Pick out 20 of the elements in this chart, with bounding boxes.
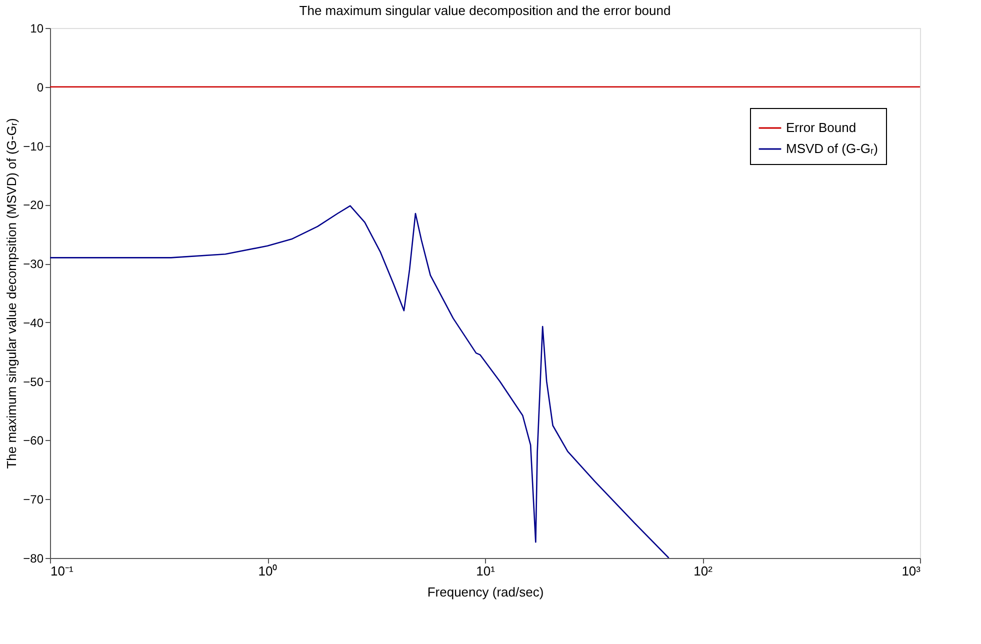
x-tick-label: 10³ [902, 564, 922, 578]
y-tick-label: −10 [23, 139, 44, 154]
y-tick-label: −80 [23, 552, 44, 566]
y-tick-label: −50 [23, 374, 44, 389]
y-tick-label: 0 [36, 80, 44, 94]
y-tick-label: −40 [23, 316, 44, 330]
y-tick-label: −30 [23, 257, 44, 272]
x-axis-title: Frequency (rad/sec) [427, 584, 544, 600]
y-tick-label: 10 [30, 22, 44, 36]
legend-label: Error Bound [786, 120, 856, 135]
chart-title: The maximum singular value decomposition and the error bound [299, 3, 671, 18]
x-tick-label: 10¹ [476, 564, 496, 578]
x-tick-label: 10² [694, 564, 714, 578]
legend-label: MSVD of (G-Gᵣ) [786, 141, 878, 156]
x-tick-label: 10⁰ [258, 564, 278, 578]
y-tick-label: −20 [23, 198, 44, 212]
y-axis-title: The maximum singular value decompsition (MSVD) of (G-Gᵣ) [4, 118, 20, 469]
x-tick-label: 10⁻¹ [50, 564, 74, 578]
y-tick-label: −60 [23, 434, 44, 448]
y-tick-label: −70 [23, 492, 44, 507]
